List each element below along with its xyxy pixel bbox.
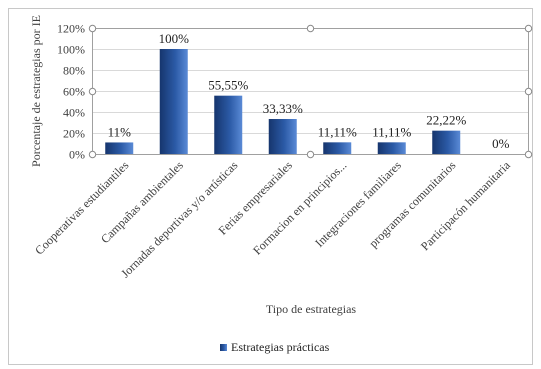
resize-handle[interactable] <box>524 24 533 33</box>
data-label: 11% <box>108 124 132 139</box>
chart-frame <box>8 8 533 365</box>
data-labels: 11% 100% 55,55% 33,33% 11,11% 11,11% 22,22% 0% <box>108 31 510 151</box>
bar <box>323 142 352 154</box>
bars <box>105 49 461 154</box>
legend-label: Estrategias prácticas <box>231 340 330 354</box>
y-tick-label: 40% <box>63 106 85 120</box>
resize-handle[interactable] <box>524 87 533 96</box>
category-label: Jornadas deportivas y/o artísticas <box>118 158 241 281</box>
bar <box>159 49 188 154</box>
gridlines <box>92 28 528 155</box>
y-tick-label: 80% <box>63 64 85 78</box>
legend-swatch <box>220 344 227 351</box>
data-label: 11,11% <box>318 124 357 139</box>
y-tick-label: 120% <box>57 22 85 36</box>
bar <box>214 95 243 154</box>
y-tick-label: 0% <box>69 148 85 162</box>
data-label: 11,11% <box>372 124 411 139</box>
category-label: Participacón humanitaria <box>418 158 513 253</box>
resize-handle[interactable] <box>88 150 97 159</box>
resize-handle[interactable] <box>88 24 97 33</box>
y-tick-label: 20% <box>63 127 85 141</box>
data-label: 100% <box>159 31 190 46</box>
data-label: 55,55% <box>208 78 248 93</box>
y-tick-label: 100% <box>57 43 85 57</box>
resize-handle[interactable] <box>306 150 315 159</box>
data-label: 22,22% <box>426 113 466 128</box>
x-axis-title: Tipo de estrategias <box>266 302 357 316</box>
y-tick-labels: 0% 20% 40% 60% 80% 100% 120% <box>57 22 85 162</box>
bar <box>377 142 406 154</box>
bar <box>268 119 297 154</box>
category-label: Cooperativas estudiantiles <box>32 158 131 257</box>
y-axis-title: Porcentaje de estrategias por IE <box>29 15 43 167</box>
bar <box>432 130 461 154</box>
resize-handle[interactable] <box>524 150 533 159</box>
resize-handle[interactable] <box>306 24 315 33</box>
data-label: 0% <box>492 136 510 151</box>
legend: Estrategias prácticas <box>220 340 330 354</box>
y-tick-label: 60% <box>63 85 85 99</box>
data-label: 33,33% <box>263 101 303 116</box>
plot-area-handles[interactable] <box>88 24 533 159</box>
resize-handle[interactable] <box>88 87 97 96</box>
bar <box>105 142 134 154</box>
category-label: Formacion en principios... <box>250 158 349 257</box>
